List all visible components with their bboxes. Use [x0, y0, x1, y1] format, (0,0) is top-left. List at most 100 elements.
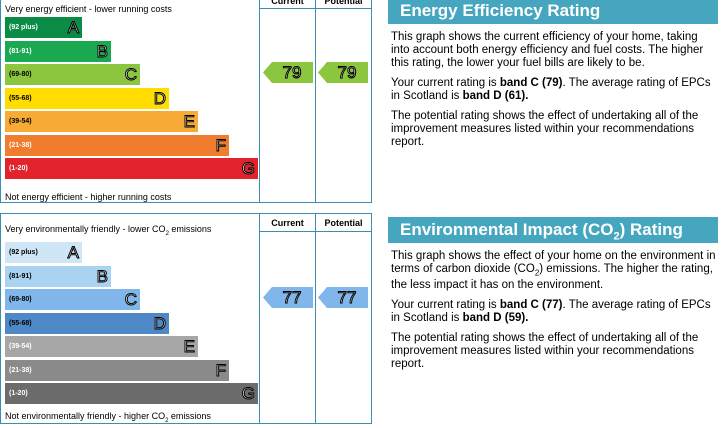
co2-subscript: 2: [534, 268, 540, 278]
energy-potential-text: The potential rating shows the effect of…: [391, 110, 699, 148]
title-suffix: ) Rating: [619, 220, 683, 239]
environment-panel-title: Environmental Impact (CO2) Rating: [388, 217, 718, 243]
environmental-impact-chart: Very environmentally friendly - lower CO…: [0, 213, 372, 424]
band-range: (21-38): [9, 366, 32, 374]
band-letter: F: [215, 135, 226, 155]
band-range: (55-68): [9, 94, 32, 102]
band-letter: C: [124, 290, 137, 310]
environment-bottom-label: Not environmentally friendly - higher CO…: [5, 411, 211, 427]
band-range: (69-80): [9, 296, 32, 303]
band-range: (55-68): [9, 319, 32, 327]
arrow-shape: [318, 62, 368, 83]
header-divider: [259, 231, 371, 232]
environment-potential-arrow: 77: [318, 287, 368, 308]
header-divider: [259, 8, 371, 9]
rating-band-a: (92 plus) A: [5, 242, 82, 263]
energy-current-arrow: 79: [263, 62, 313, 83]
text-part: ) emissions. The higher the rating, the …: [391, 263, 713, 292]
rating-band-g: (1-20) G: [5, 158, 258, 179]
potential-column-divider: [315, 0, 316, 202]
text-part: Your current rating is: [391, 299, 500, 312]
title-subscript: 2: [613, 230, 620, 243]
bottom-label-subscript: 2: [165, 417, 169, 424]
band-range: (81-91): [9, 272, 32, 280]
potential-header: Potential: [324, 218, 363, 228]
environment-current-rating-text: Your current rating is band C (77). The …: [388, 299, 718, 325]
energy-current-rating-text: Your current rating is band C (79). The …: [388, 77, 718, 103]
band-range: (39-54): [9, 343, 32, 350]
rating-band-c: (69-80) C: [5, 64, 140, 85]
band-range: (69-80): [9, 71, 32, 78]
text-part: . The average rating of EPCs in Scotland…: [391, 77, 711, 102]
energy-top-label: Very energy efficient - lower running co…: [5, 4, 172, 14]
rating-band-a: (92 plus) A: [5, 17, 82, 38]
band-range: (1-20): [9, 165, 28, 172]
environment-potential-value: 77: [337, 288, 357, 308]
environment-current-arrow: 77: [263, 287, 313, 308]
rating-band-d: (55-68) D: [5, 312, 169, 334]
band-letter: B: [96, 266, 108, 286]
rating-band-c: (69-80) C: [5, 289, 140, 310]
current-band: band C (77): [499, 299, 563, 312]
energy-description: This graph shows the current efficiency …: [391, 31, 704, 69]
band-range: (39-54): [9, 118, 32, 125]
band-letter: F: [215, 360, 226, 380]
average-band: band D (59).: [462, 312, 529, 325]
rating-band-d: (55-68) D: [5, 87, 169, 109]
bottom-label-text: Not environmentally friendly - higher CO: [5, 411, 166, 421]
current-column-divider: [259, 0, 260, 202]
band-letter: C: [124, 65, 137, 85]
rating-band-g: (1-20) G: [5, 383, 258, 404]
band-letter: G: [241, 159, 255, 179]
average-band: band D (61).: [462, 90, 529, 102]
arrow-shape: [263, 287, 313, 308]
energy-potential-arrow: 79: [318, 62, 368, 83]
rating-band-f: (21-38) F: [5, 134, 229, 156]
band-letter: B: [96, 41, 108, 61]
energy-current-value: 79: [282, 63, 302, 83]
rating-band-b: (81-91) B: [5, 40, 111, 62]
environment-top-label: Very environmentally friendly - lower CO…: [5, 224, 211, 240]
energy-bottom-label: Not energy efficient - higher running co…: [5, 192, 172, 202]
arrow-shape: [318, 287, 368, 308]
top-label-suffix: emissions: [168, 224, 212, 234]
current-header: Current: [271, 218, 304, 228]
band-range: (92 plus): [9, 249, 38, 256]
arrow-shape: [263, 62, 313, 83]
title-text: Environmental Impact (CO: [400, 220, 614, 239]
top-label-subscript: 2: [165, 230, 169, 237]
current-column-divider: [259, 214, 260, 423]
rating-band-b: (81-91) B: [5, 265, 111, 287]
band-letter: D: [153, 313, 166, 333]
text-part: This graph shows the effect of your home…: [391, 250, 716, 275]
band-letter: E: [183, 337, 195, 357]
band-letter: G: [241, 384, 255, 404]
band-range: (92 plus): [9, 24, 38, 31]
band-letter: E: [183, 112, 195, 132]
text-part: Your current rating is: [391, 77, 500, 89]
environment-potential-text: The potential rating shows the effect of…: [391, 332, 699, 371]
rating-band-e: (39-54) E: [5, 111, 198, 132]
rating-band-e: (39-54) E: [5, 336, 198, 357]
potential-header: Potential: [324, 0, 363, 6]
rating-band-f: (21-38) F: [5, 359, 229, 381]
energy-efficiency-panel: Energy Efficiency Rating This graph show…: [388, 0, 718, 149]
band-letter: D: [153, 88, 166, 108]
band-range: (1-20): [9, 390, 28, 397]
environmental-impact-panel: Environmental Impact (CO2) Rating This g…: [388, 217, 718, 371]
bottom-label-suffix: emissions: [168, 411, 211, 421]
energy-panel-title: Energy Efficiency Rating: [388, 0, 718, 24]
text-part: . The average rating of EPCs in Scotland…: [391, 299, 711, 325]
environment-description: This graph shows the effect of your home…: [388, 250, 718, 292]
potential-column-divider: [315, 214, 316, 423]
band-letter: A: [67, 243, 79, 263]
current-header: Current: [271, 0, 304, 6]
band-range: (81-91): [9, 47, 32, 55]
top-label-text: Very environmentally friendly - lower CO: [5, 224, 166, 234]
band-range: (21-38): [9, 141, 32, 149]
current-band: band C (79): [499, 77, 563, 89]
environment-current-value: 77: [282, 288, 302, 308]
energy-potential-value: 79: [337, 63, 357, 83]
energy-efficiency-chart: Very energy efficient - lower running co…: [0, 0, 372, 203]
band-letter: A: [67, 18, 79, 38]
